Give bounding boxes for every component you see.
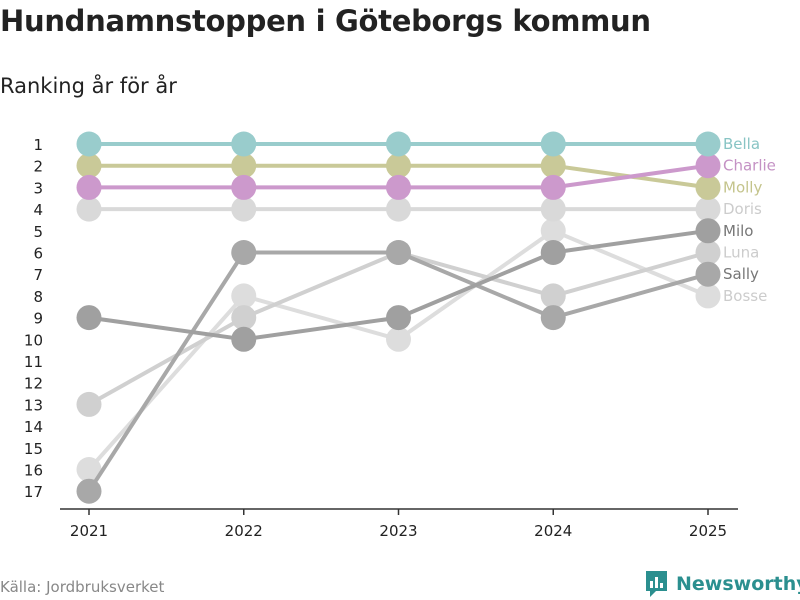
data-point-charlie	[231, 174, 257, 200]
data-point-milo	[540, 240, 566, 265]
y-tick-label: 9	[33, 310, 43, 328]
data-point-molly	[231, 153, 257, 179]
data-point-luna	[76, 391, 102, 417]
data-point-bella	[386, 131, 411, 157]
data-point-luna	[695, 240, 721, 265]
data-point-sally	[231, 240, 257, 265]
x-tick-label: 2024	[534, 522, 572, 540]
x-tick-label: 2021	[70, 522, 108, 540]
data-point-sally	[386, 240, 411, 265]
series-end-label: Sally	[723, 265, 759, 283]
data-point-doris	[386, 196, 411, 222]
y-tick-label: 14	[24, 418, 43, 436]
y-tick-label: 4	[33, 201, 43, 219]
data-point-molly	[540, 153, 566, 179]
series-end-label: Molly	[723, 178, 762, 196]
data-point-milo	[76, 305, 102, 331]
x-tick-label: 2023	[379, 522, 417, 540]
series-end-label: Doris	[723, 200, 762, 218]
data-point-milo	[386, 305, 411, 331]
series-end-label: Bella	[723, 135, 760, 153]
data-point-bosse	[540, 218, 566, 244]
data-point-doris	[76, 196, 102, 222]
data-point-milo	[231, 326, 257, 352]
y-tick-label: 12	[24, 375, 43, 393]
chart-title: Hundnamnstoppen i Göteborgs kommun	[0, 4, 651, 38]
data-point-bella	[540, 131, 566, 157]
data-point-bella	[76, 131, 102, 157]
data-point-milo	[695, 218, 721, 244]
y-tick-label: 1	[33, 136, 43, 154]
data-point-charlie	[540, 174, 566, 200]
data-point-bosse	[231, 283, 257, 309]
y-tick-label: 8	[33, 288, 43, 306]
series-end-label: Bosse	[723, 287, 767, 305]
data-point-bella	[231, 131, 257, 157]
y-tick-label: 15	[24, 440, 43, 458]
source-note: Källa: Jordbruksverket	[0, 578, 165, 596]
data-point-molly	[76, 153, 102, 179]
data-point-bosse	[76, 457, 102, 482]
data-point-bosse	[695, 283, 721, 309]
data-point-sally	[695, 261, 721, 287]
series-end-label: Luna	[723, 244, 759, 262]
x-tick-label: 2025	[689, 522, 727, 540]
x-tick-label: 2022	[225, 522, 263, 540]
y-tick-label: 3	[33, 179, 43, 197]
data-point-bella	[695, 131, 721, 157]
y-tick-label: 13	[24, 396, 43, 414]
series-line-sally	[87, 250, 710, 494]
data-point-molly	[386, 153, 411, 179]
data-point-sally	[540, 305, 566, 331]
data-point-molly	[695, 174, 721, 200]
data-point-charlie	[76, 174, 102, 200]
y-tick-label: 16	[24, 462, 43, 480]
y-tick-label: 2	[33, 158, 43, 176]
brand-logo: Newsworthy	[644, 569, 800, 599]
data-point-doris	[231, 196, 257, 222]
data-point-charlie	[695, 153, 721, 179]
series-end-label: Milo	[723, 222, 753, 240]
brand-name: Newsworthy	[676, 573, 800, 595]
data-point-luna	[540, 283, 566, 309]
data-point-luna	[231, 305, 257, 331]
data-point-bosse	[386, 326, 411, 352]
data-point-doris	[540, 196, 566, 222]
series-end-label: Charlie	[723, 157, 776, 175]
newsworthy-logo-icon	[646, 571, 667, 597]
y-tick-label: 6	[33, 245, 43, 263]
data-point-sally	[76, 478, 102, 504]
data-point-charlie	[386, 174, 411, 200]
y-tick-label: 5	[33, 223, 43, 241]
y-tick-label: 10	[24, 331, 43, 349]
y-tick-label: 7	[33, 266, 43, 284]
y-tick-label: 17	[24, 483, 43, 501]
y-tick-label: 11	[24, 353, 43, 371]
data-point-doris	[695, 196, 721, 222]
chart-subtitle: Ranking år för år	[0, 74, 177, 98]
